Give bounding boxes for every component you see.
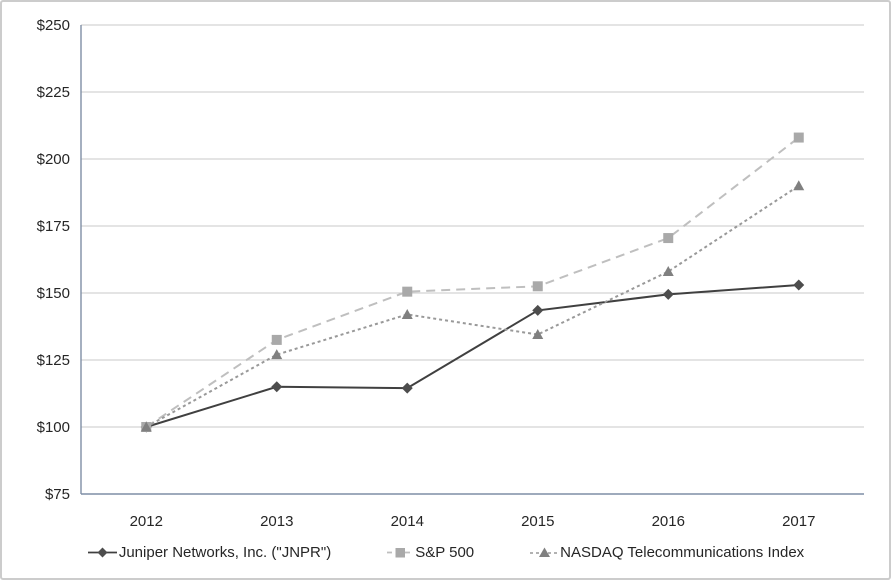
marker-nasdaq-telecom-2017 [793,180,805,191]
marker-sp500-2013 [271,334,282,345]
marker-nasdaq-telecom-2016 [662,266,674,277]
legend-marker-nasdaq-triangle-icon [530,547,560,557]
x-tick-label-2016: 2016 [652,513,685,530]
y-tick-label-100: $100 [37,419,70,436]
marker-sp500-2016 [663,233,674,244]
y-tick-label-175: $175 [37,218,70,235]
marker-nasdaq-telecom-2014 [401,308,413,319]
chart-legend: Juniper Networks, Inc. ("JNPR") S&P 500 … [2,544,889,561]
marker-jnpr-2016 [662,288,674,300]
x-tick-label-2017: 2017 [782,513,815,530]
series-line-nasdaq-telecom [145,184,800,428]
y-tick-label-125: $125 [37,352,70,369]
legend-item-sp500: S&P 500 [387,544,474,561]
legend-marker-jnpr-diamond-icon [87,547,117,558]
marker-sp500-2014 [402,286,413,297]
legend-item-nasdaq-telecom: NASDAQ Telecommunications Index [530,544,804,561]
marker-nasdaq-telecom-2013 [271,349,283,360]
marker-jnpr-2013 [271,381,283,393]
marker-nasdaq-telecom-2012 [140,421,152,432]
marker-sp500-2015 [532,281,543,292]
y-tick-label-150: $150 [37,285,70,302]
marker-jnpr-2017 [793,279,805,291]
marker-jnpr-2015 [532,304,544,316]
legend-label-sp500: S&P 500 [415,544,475,561]
x-tick-label-2012: 2012 [130,513,163,530]
x-tick-label-2013: 2013 [260,513,293,530]
legend-item-jnpr: Juniper Networks, Inc. ("JNPR") [87,544,331,561]
legend-marker-sp500-square-icon [387,548,415,558]
y-tick-label-250: $250 [37,17,70,34]
legend-label-nasdaq-telecom: NASDAQ Telecommunications Index [560,544,805,561]
y-tick-label-200: $200 [37,151,70,168]
y-tick-label-75: $75 [45,486,70,503]
legend-label-jnpr: Juniper Networks, Inc. ("JNPR") [118,544,332,561]
y-tick-label-225: $225 [37,84,70,101]
series-line-sp500 [145,136,800,428]
x-tick-label-2015: 2015 [521,513,554,530]
series-line-jnpr [145,283,799,428]
marker-nasdaq-telecom-2015 [532,329,544,340]
x-tick-label-2014: 2014 [391,513,424,530]
marker-jnpr-2014 [401,382,413,394]
marker-sp500-2017 [793,132,804,143]
